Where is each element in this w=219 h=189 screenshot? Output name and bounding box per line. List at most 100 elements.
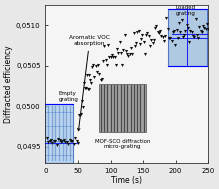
Text: Empty
grating: Empty grating [58, 91, 78, 102]
Point [72, 143, 76, 146]
X-axis label: Time (s): Time (s) [111, 176, 142, 185]
Point [88, 88, 91, 91]
Point [78, 114, 82, 117]
Point [207, 28, 210, 31]
Point [136, 30, 139, 33]
Point [103, 44, 106, 47]
Point [118, 41, 121, 44]
Point [157, 31, 161, 34]
Point [198, 26, 201, 29]
Point [128, 53, 131, 56]
Point [113, 56, 116, 59]
Point [139, 37, 143, 40]
Point [142, 41, 145, 44]
Point [182, 34, 186, 37]
Point [170, 40, 173, 43]
Point [131, 52, 134, 55]
Point [79, 113, 83, 116]
Point [155, 24, 158, 27]
Point [161, 35, 164, 38]
Point [96, 64, 100, 67]
Point [46, 140, 50, 143]
Point [108, 55, 111, 58]
Bar [45, 104, 73, 163]
Point [84, 86, 87, 89]
Point [81, 105, 85, 108]
Point [77, 113, 81, 116]
Point [100, 78, 104, 81]
Point [95, 71, 99, 74]
Point [191, 34, 195, 37]
Point [51, 141, 54, 144]
Point [181, 35, 185, 38]
Point [152, 39, 155, 42]
Point [168, 37, 172, 40]
Point [137, 29, 140, 32]
Bar [168, 9, 207, 66]
Point [45, 136, 48, 139]
Point [190, 31, 194, 34]
Point [62, 139, 66, 142]
Point [75, 139, 78, 142]
Point [132, 31, 135, 34]
Point [162, 40, 166, 43]
Point [85, 74, 88, 77]
Y-axis label: Diffracted efficiency: Diffracted efficiency [4, 45, 13, 123]
Point [99, 78, 102, 81]
Point [114, 63, 118, 66]
Point [92, 75, 96, 78]
Point [185, 23, 188, 26]
Point [134, 41, 138, 44]
Point [83, 87, 87, 90]
Point [179, 31, 182, 34]
Point [49, 139, 53, 142]
Point [177, 21, 181, 24]
Point [64, 140, 67, 143]
Text: Aromatic VOC
absorption: Aromatic VOC absorption [69, 35, 110, 131]
Point [56, 137, 60, 140]
Point [204, 27, 207, 30]
Point [196, 37, 200, 40]
Point [160, 35, 163, 38]
Point [104, 58, 108, 61]
Point [74, 136, 77, 139]
Point [167, 36, 171, 39]
Point [175, 29, 178, 32]
Point [143, 53, 147, 56]
Point [92, 64, 95, 67]
Point [120, 63, 124, 66]
Point [158, 30, 162, 33]
Point [195, 33, 199, 36]
Point [171, 30, 175, 33]
Point [148, 44, 152, 47]
Point [138, 42, 142, 45]
Point [150, 39, 153, 42]
Point [58, 138, 61, 141]
Point [141, 34, 144, 37]
Point [52, 139, 56, 143]
Point [172, 30, 176, 33]
Point [117, 51, 120, 54]
Point [145, 33, 148, 36]
Point [94, 64, 97, 67]
Point [184, 29, 187, 32]
Point [151, 41, 154, 44]
Point [194, 17, 197, 20]
Point [189, 30, 192, 33]
Point [124, 49, 128, 52]
Point [153, 26, 157, 29]
Point [173, 44, 177, 47]
Point [89, 79, 92, 82]
Point [203, 26, 206, 29]
Point [123, 34, 126, 37]
Point [127, 54, 130, 57]
Point [146, 31, 149, 34]
Point [165, 17, 168, 20]
Text: Loaded
grating: Loaded grating [175, 5, 196, 16]
Point [156, 30, 159, 33]
Point [163, 35, 167, 38]
Point [147, 35, 150, 38]
Point [129, 46, 133, 49]
Point [90, 81, 93, 84]
Point [65, 140, 69, 143]
